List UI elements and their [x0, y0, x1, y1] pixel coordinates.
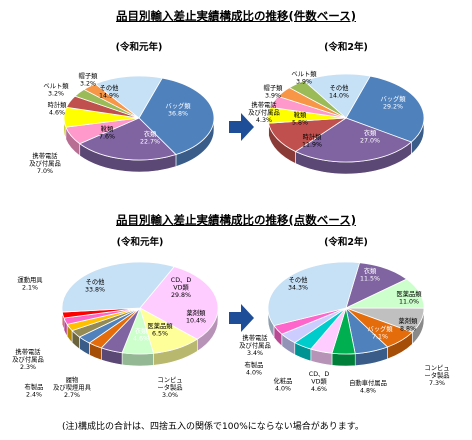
- section-title-points: 品目別輸入差止実績構成比の推移(点数ベース): [116, 213, 356, 227]
- pie-label: 衣類 11.5%: [360, 266, 380, 283]
- pie-label: 携帯電話及び付属品 3.4%: [239, 333, 270, 357]
- pie-label: 薬剤類 10.4%: [186, 308, 206, 325]
- pie-label: 布製品 2.4%: [25, 382, 44, 399]
- pie-label: 医薬品類 11.0%: [396, 289, 422, 306]
- pie-label: 靴類 5.8%: [292, 110, 308, 127]
- pie-label: その他 34.3%: [288, 275, 308, 292]
- pie-label: バッグ類 29.2%: [380, 94, 406, 111]
- arrow-right-icon: [229, 113, 254, 141]
- pie-label: 運動用具 2.1%: [17, 275, 43, 292]
- pie-slice-side: [121, 352, 154, 367]
- pie-label: 帽子類 3.9%: [264, 83, 284, 100]
- pie-label: 帽子類 3.2%: [79, 71, 99, 88]
- pie-slice: [294, 117, 413, 163]
- pie-label: 携帯電話及び付属品 7.0%: [29, 151, 60, 175]
- pie-label: ベルト類 3.2%: [43, 81, 69, 98]
- pie-slice: [78, 117, 177, 161]
- pie-label: CD、D VD類 4.6%: [309, 371, 330, 393]
- pie-label: 衣類 22.7%: [140, 129, 160, 146]
- pie-label: 自動車付属品 4.8%: [349, 378, 387, 395]
- pie-label: 携帯電話及び付属品 4.3%: [248, 100, 279, 124]
- pie-label: 薬剤類 8.8%: [399, 316, 419, 333]
- pie-chart-points-r1: [61, 261, 219, 367]
- pie-label: その他 14.9%: [99, 83, 119, 100]
- pie-chart-points-r2: [267, 261, 425, 367]
- chart-subtitle-points-r2: (令和2年): [324, 236, 368, 248]
- chart-subtitle-cases-r1: (令和元年): [116, 41, 163, 53]
- pie-label: バッグ類 2.9%: [100, 372, 126, 389]
- pie-label: その他 33.8%: [85, 277, 105, 294]
- pie-slice: [345, 75, 425, 143]
- pie-slice: [61, 261, 175, 313]
- chart-subtitle-points-r1: (令和元年): [117, 236, 164, 248]
- pie-label: その他 14.0%: [329, 83, 349, 100]
- pie-label: 携帯電話及び付属品 2.3%: [12, 347, 43, 371]
- arrow-right-icon: [229, 304, 254, 332]
- pie-slice: [138, 77, 215, 156]
- footnote: (注)構成比の合計は、四捨五入の関係で100%にならない場合があります。: [62, 422, 364, 432]
- pie-slice: [303, 73, 371, 119]
- pie-label: 靴類 7.6%: [99, 124, 115, 141]
- pie-label: バッグ類 36.8%: [165, 101, 191, 118]
- pie-label: コンピュータ製品 7.3%: [424, 364, 449, 387]
- pie-label: 衣類 27.0%: [360, 128, 380, 145]
- pie-label: ベルト類 3.9%: [291, 69, 317, 86]
- section-title-cases: 品目別輸入差止実績構成比の推移(件数ベース): [116, 9, 356, 23]
- pie-label: 化粧品 4.0%: [274, 376, 293, 393]
- pie-label: CD、D VD類 29.8%: [171, 277, 192, 299]
- pie-label: 時計類 4.6%: [48, 100, 68, 117]
- pie-label: 医薬品類 6.5%: [147, 321, 173, 338]
- pie-labels: バッグ類 36.8% 衣類 22.7% 携帯電話及び付属品 7.0% 靴類 7.6% 時計類 4.…: [12, 69, 449, 399]
- chart-subtitle-cases-r2: (令和2年): [324, 41, 368, 53]
- pie-label: 布製品 4.0%: [245, 360, 264, 377]
- pie-label: コンピュータ製品 3.0%: [157, 376, 182, 399]
- pie-label: バッグ類 7.1%: [367, 324, 393, 341]
- pie-chart-cases-r1: [63, 75, 215, 173]
- pie-slice: [267, 261, 361, 327]
- pie-slice: [94, 75, 163, 119]
- pie-label: 衣類 4.6%: [133, 326, 149, 343]
- pie-label: 時計類 11.9%: [302, 132, 322, 149]
- pie-label: 履物及び喫煙用具 2.7%: [53, 375, 91, 399]
- pie-slice-side: [331, 352, 356, 367]
- pie-chart-cases-r2: [267, 73, 425, 175]
